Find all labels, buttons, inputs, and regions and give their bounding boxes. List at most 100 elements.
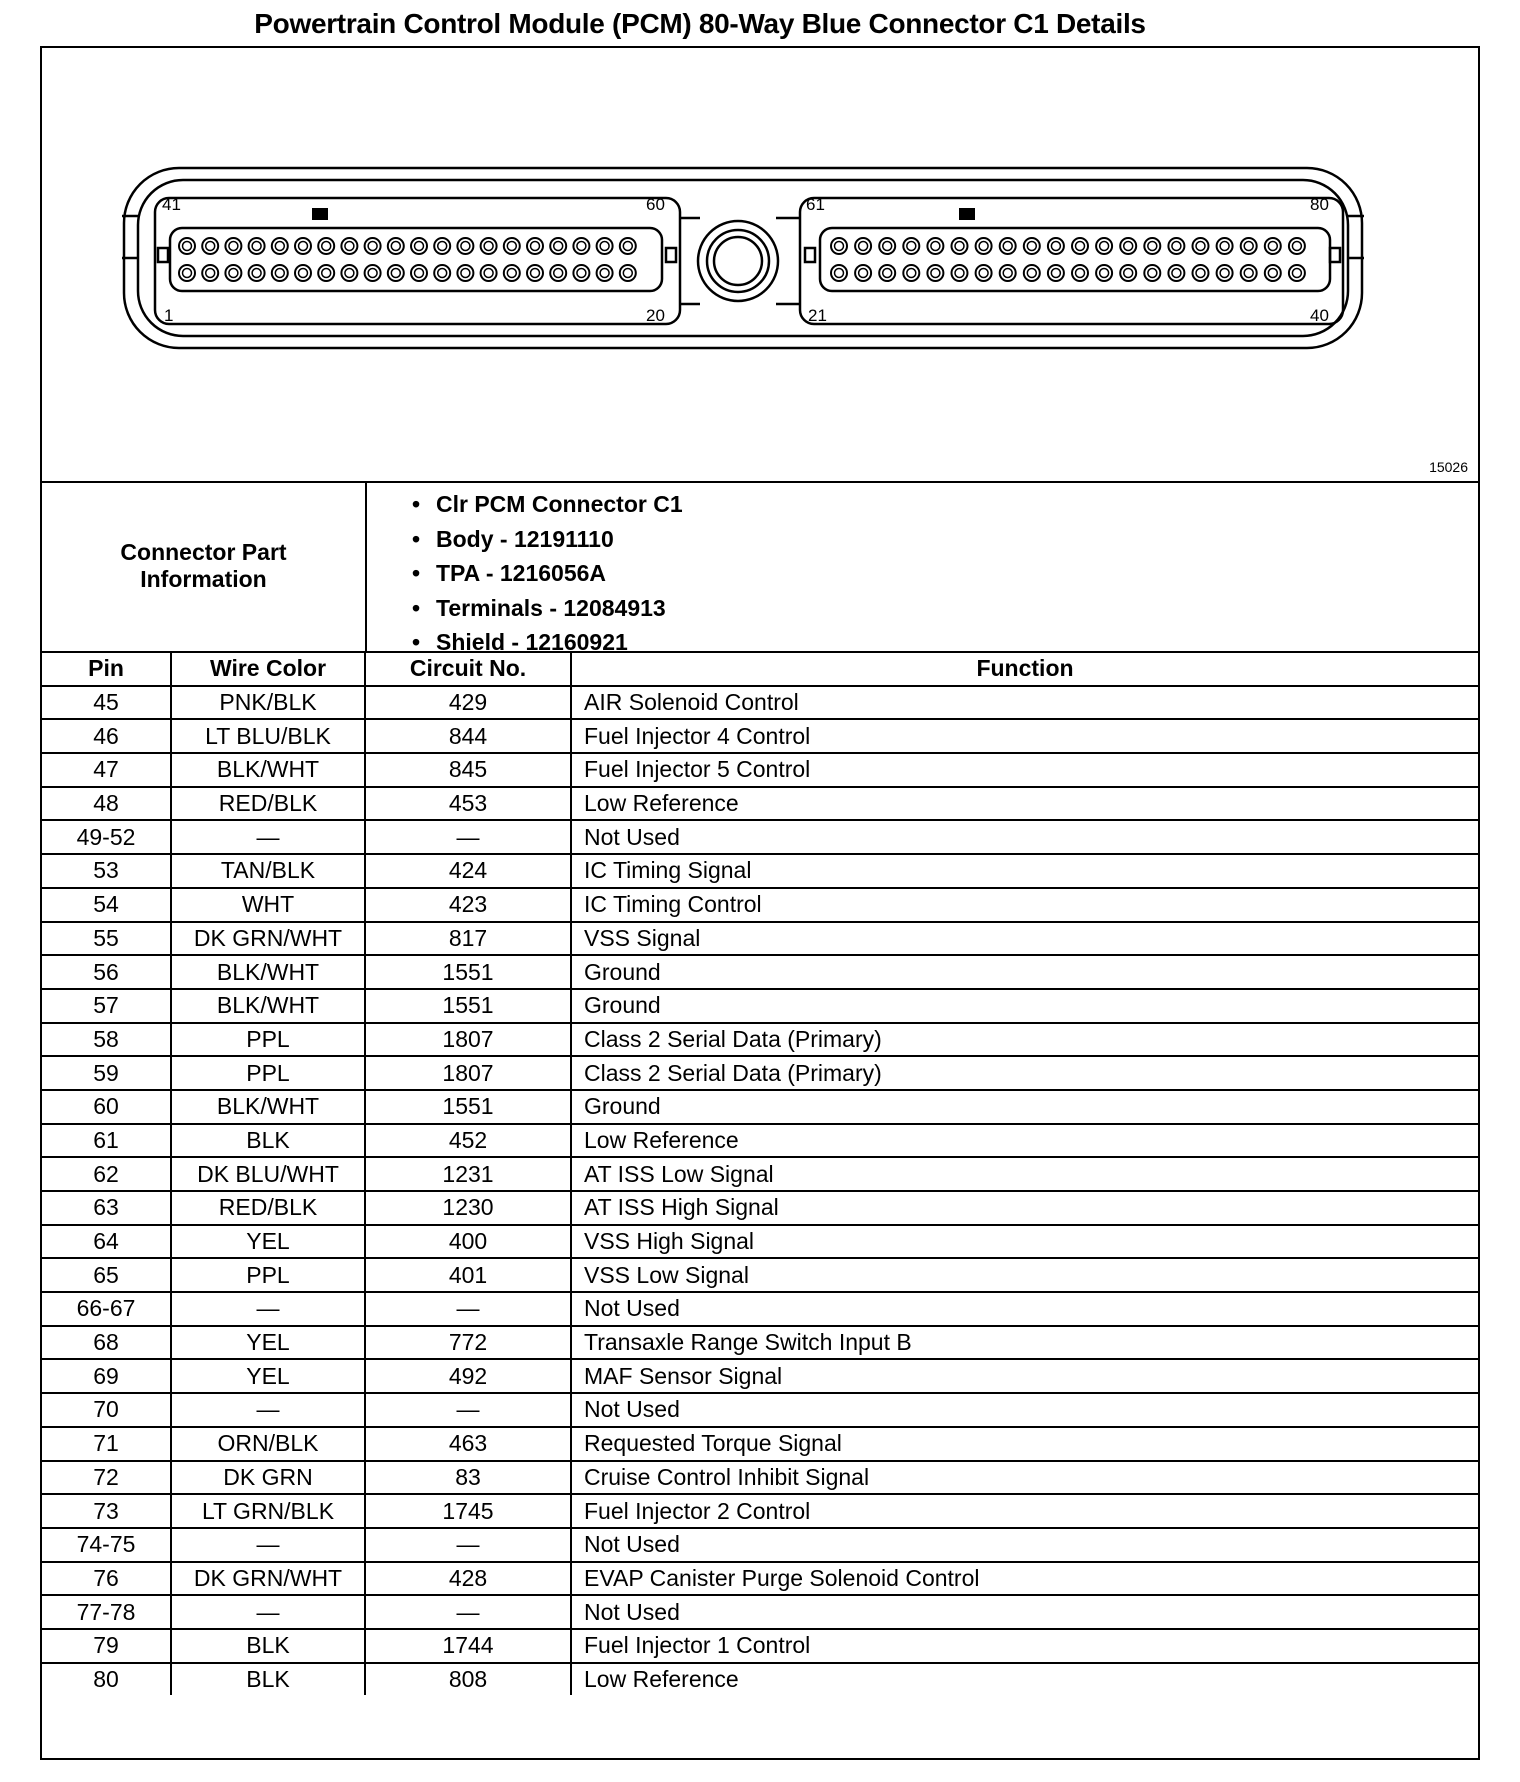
- pin-terminal: [830, 237, 848, 255]
- wire-color-cell: —: [170, 1392, 366, 1428]
- function-cell: Cruise Control Inhibit Signal: [570, 1459, 1478, 1496]
- pin-terminal: [367, 267, 378, 279]
- circuit-no-cell: 1807: [364, 1055, 572, 1091]
- pin-terminal: [930, 240, 941, 252]
- function-cell: Not Used: [570, 819, 1478, 856]
- function-cell: Fuel Injector 1 Control: [570, 1627, 1478, 1664]
- function-cell: AIR Solenoid Control: [570, 684, 1478, 721]
- pin-terminal: [552, 240, 564, 252]
- table-row: 74-75— — Not Used: [42, 1526, 1478, 1563]
- pin-terminal: [224, 237, 243, 255]
- pin-terminal: [1119, 264, 1138, 282]
- table-row: 61 BLK 452 Low Reference: [42, 1122, 1478, 1159]
- pin-cell: 74-75: [42, 1526, 172, 1563]
- pin-terminal: [204, 240, 216, 252]
- pin-terminal: [950, 264, 969, 282]
- pin-terminal: [572, 237, 591, 255]
- figure-number: 15026: [1429, 459, 1468, 475]
- function-cell: Low Reference: [570, 1122, 1478, 1159]
- circuit-no-cell: 1745: [364, 1493, 572, 1529]
- pin-terminal: [878, 264, 897, 282]
- pin-terminal: [529, 267, 541, 279]
- pin-terminal: [456, 264, 475, 282]
- table-row: 59 PPL 1807 Class 2 Serial Data (Primary): [42, 1055, 1478, 1091]
- wire-color-cell: BLK/WHT: [170, 752, 366, 788]
- pin-terminal: [1122, 267, 1134, 279]
- pin-terminal: [1171, 240, 1182, 252]
- pin-cell: 59: [42, 1055, 172, 1091]
- circuit-no-cell: —: [364, 1594, 572, 1630]
- circuit-no-cell: 401: [364, 1257, 572, 1294]
- pin-terminal: [1071, 264, 1089, 282]
- pin-cell: 60: [42, 1088, 172, 1125]
- pin-terminal: [386, 237, 405, 255]
- label-line-1: Connector Part: [120, 539, 287, 565]
- connector-face-drawing: 41 60 1 20 61 80 21 40: [122, 166, 1364, 350]
- pin-terminal: [576, 267, 587, 279]
- pin-terminal: [247, 264, 266, 282]
- pin-terminal: [833, 267, 845, 279]
- connector-details-frame: 41 60 1 20 61 80 21 40 15026 Connector P…: [40, 46, 1480, 1760]
- pin-terminal: [1098, 240, 1110, 252]
- pin-terminal: [1147, 267, 1158, 279]
- pin-terminal: [906, 267, 917, 279]
- pin-cell: 71: [42, 1425, 172, 1462]
- pin-terminal: [1050, 240, 1062, 252]
- pin-terminal: [833, 240, 845, 252]
- pin-terminal: [1215, 264, 1234, 282]
- pin-terminal: [270, 237, 289, 255]
- wire-color-cell: RED/BLK: [170, 785, 366, 822]
- circuit-no-cell: 423: [364, 886, 572, 923]
- function-cell: Not Used: [570, 1526, 1478, 1563]
- pin-terminal: [552, 267, 564, 279]
- pin-cell: 66-67: [42, 1291, 172, 1327]
- pin-terminal: [595, 237, 614, 255]
- pin-terminal: [1143, 264, 1162, 282]
- pin-terminal: [572, 264, 591, 282]
- pin-terminal: [460, 267, 471, 279]
- pin-terminal: [1219, 240, 1230, 252]
- pin-terminal: [1022, 264, 1041, 282]
- pin-terminal: [622, 267, 634, 279]
- circuit-no-cell: —: [364, 819, 572, 856]
- pin-terminal: [1239, 237, 1258, 255]
- pin-terminal: [978, 267, 989, 279]
- pin-terminal: [317, 237, 336, 255]
- circuit-no-cell: —: [364, 1392, 572, 1428]
- pin-label-1: 1: [164, 306, 173, 325]
- table-row: 45 PNK/BLK 429 AIR Solenoid Control: [42, 684, 1478, 721]
- pin-terminal: [1291, 267, 1303, 279]
- pin-terminal: [902, 237, 921, 255]
- pin-terminal: [930, 267, 941, 279]
- right-pin-block: [818, 226, 1332, 293]
- pin-cell: 68: [42, 1324, 172, 1361]
- pin-cell: 77-78: [42, 1594, 172, 1630]
- function-cell: EVAP Canister Purge Solenoid Control: [570, 1560, 1478, 1597]
- pin-table: Pin Wire Color Circuit No. Function 45 PN…: [42, 651, 1478, 1696]
- pin-terminal: [228, 240, 239, 252]
- header-wire-color: Wire Color: [170, 651, 366, 687]
- part-item: Clr PCM Connector C1: [412, 487, 683, 522]
- pin-terminal: [854, 264, 873, 282]
- pin-terminal: [479, 264, 498, 282]
- table-row: 49-52— — Not Used: [42, 819, 1478, 856]
- pin-terminal: [1119, 237, 1138, 255]
- function-cell: IC Timing Control: [570, 886, 1478, 923]
- circuit-no-cell: 845: [364, 752, 572, 788]
- function-cell: VSS Low Signal: [570, 1257, 1478, 1294]
- pin-terminal: [460, 240, 471, 252]
- pin-terminal: [529, 240, 541, 252]
- function-cell: Fuel Injector 2 Control: [570, 1493, 1478, 1529]
- pin-terminal: [998, 264, 1017, 282]
- wire-color-cell: —: [170, 1526, 366, 1563]
- pin-terminal: [857, 240, 869, 252]
- circuit-no-cell: 1231: [364, 1156, 572, 1192]
- pin-terminal: [857, 267, 869, 279]
- table-row: 76 DK GRN/WHT 428 EVAP Canister Purge Solen…: [42, 1560, 1478, 1597]
- wire-color-cell: DK BLU/WHT: [170, 1156, 366, 1192]
- pin-terminal: [251, 240, 262, 252]
- pin-terminal: [881, 240, 893, 252]
- pin-terminal: [595, 264, 614, 282]
- shield-circle-outer: [696, 219, 780, 303]
- pin-label-61: 61: [806, 195, 825, 214]
